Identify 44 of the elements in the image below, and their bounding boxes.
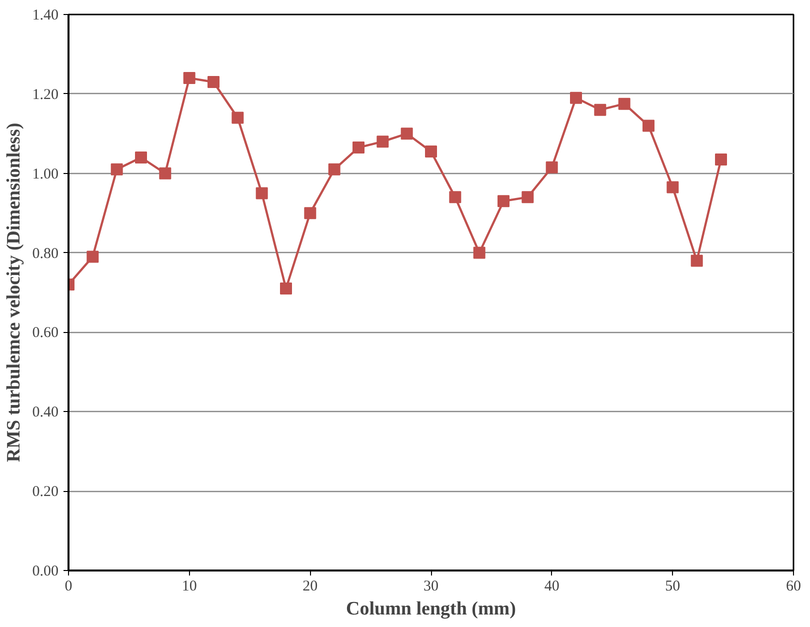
x-axis-title: Column length (mm): [346, 598, 516, 620]
y-tick-label: 1.20: [32, 86, 58, 103]
x-tick-label: 10: [182, 578, 197, 594]
x-tick-label: 20: [302, 578, 318, 594]
point: [425, 146, 437, 158]
point: [666, 181, 679, 194]
point: [522, 191, 534, 204]
point: [400, 128, 413, 140]
y-tick-label: 0.00: [32, 564, 58, 580]
x-tick-label: 0: [64, 578, 72, 594]
point: [256, 187, 268, 200]
y-axis-title: RMS turbulemce velocity (Dimensionless): [3, 122, 24, 462]
y-tick-label: 0.20: [32, 484, 58, 500]
point: [208, 76, 220, 88]
y-tick-label: 1.00: [32, 166, 58, 182]
point: [376, 136, 389, 148]
y-tick-label: 0.40: [32, 404, 58, 421]
y-tick-label: 1.40: [32, 8, 58, 24]
x-tick-label: 50: [665, 578, 680, 594]
point: [352, 142, 364, 154]
point: [473, 246, 486, 259]
point: [449, 191, 462, 204]
point: [642, 120, 654, 132]
point: [618, 98, 630, 110]
point: [232, 112, 244, 124]
point: [498, 195, 510, 208]
point: [328, 163, 340, 176]
x-tick-label: 40: [544, 578, 560, 594]
point: [546, 161, 558, 174]
y-tick-label: 0.60: [32, 325, 58, 342]
x-tick-label: 60: [786, 578, 801, 594]
point: [690, 254, 703, 267]
point: [135, 151, 147, 164]
point: [715, 153, 727, 166]
point: [280, 282, 292, 295]
point: [159, 167, 172, 180]
point: [304, 207, 316, 220]
x-tick-label: 30: [424, 578, 438, 594]
point: [594, 104, 606, 116]
point: [183, 72, 196, 84]
point: [570, 92, 582, 104]
point: [86, 250, 99, 263]
y-tick-label: 0.80: [32, 246, 58, 262]
point: [110, 163, 123, 176]
